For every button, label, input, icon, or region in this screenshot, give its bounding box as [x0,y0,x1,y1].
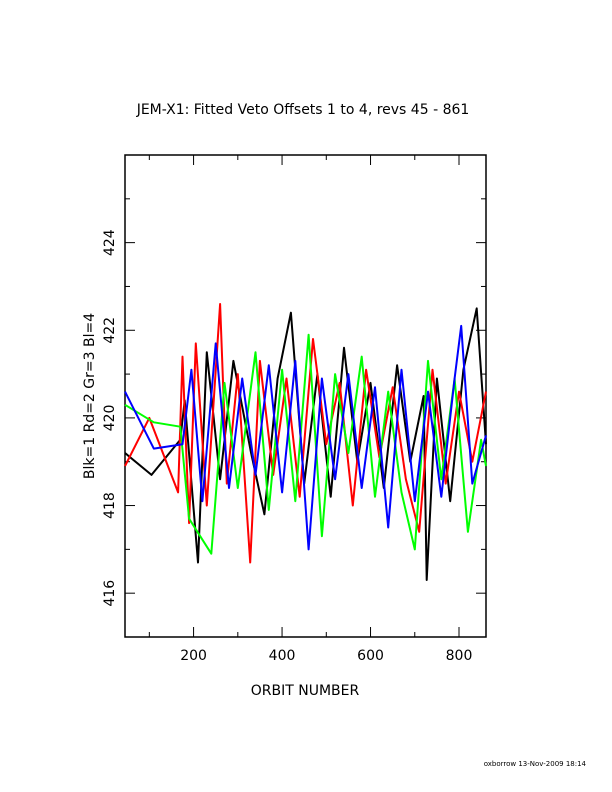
series-line-4 [124,324,487,551]
series-line-1 [124,307,487,581]
y-tick-label: 420 [102,405,118,432]
y-tick-label: 424 [102,229,118,256]
chart-title: JEM-X1: Fitted Veto Offsets 1 to 4, revs… [136,102,470,118]
series-line-2 [124,303,487,564]
tick-labels: 200 400 600 800 416 418 420 422 424 [102,229,472,664]
x-tick-label: 600 [357,648,384,664]
series-lines [124,303,487,581]
x-tick-label: 200 [180,648,207,664]
x-tick-label: 800 [446,648,473,664]
y-tick-label: 422 [102,317,118,344]
footer-credit: oxborrow 13-Nov-2009 18:14 [483,760,586,768]
y-axis-label: Blk=1 Rd=2 Gr=3 Bl=4 [82,313,98,479]
x-axis-label: ORBIT NUMBER [251,683,360,699]
x-tick-label: 400 [269,648,296,664]
y-tick-label: 416 [102,580,118,607]
series-line-3 [124,333,487,555]
y-tick-label: 418 [102,492,118,519]
